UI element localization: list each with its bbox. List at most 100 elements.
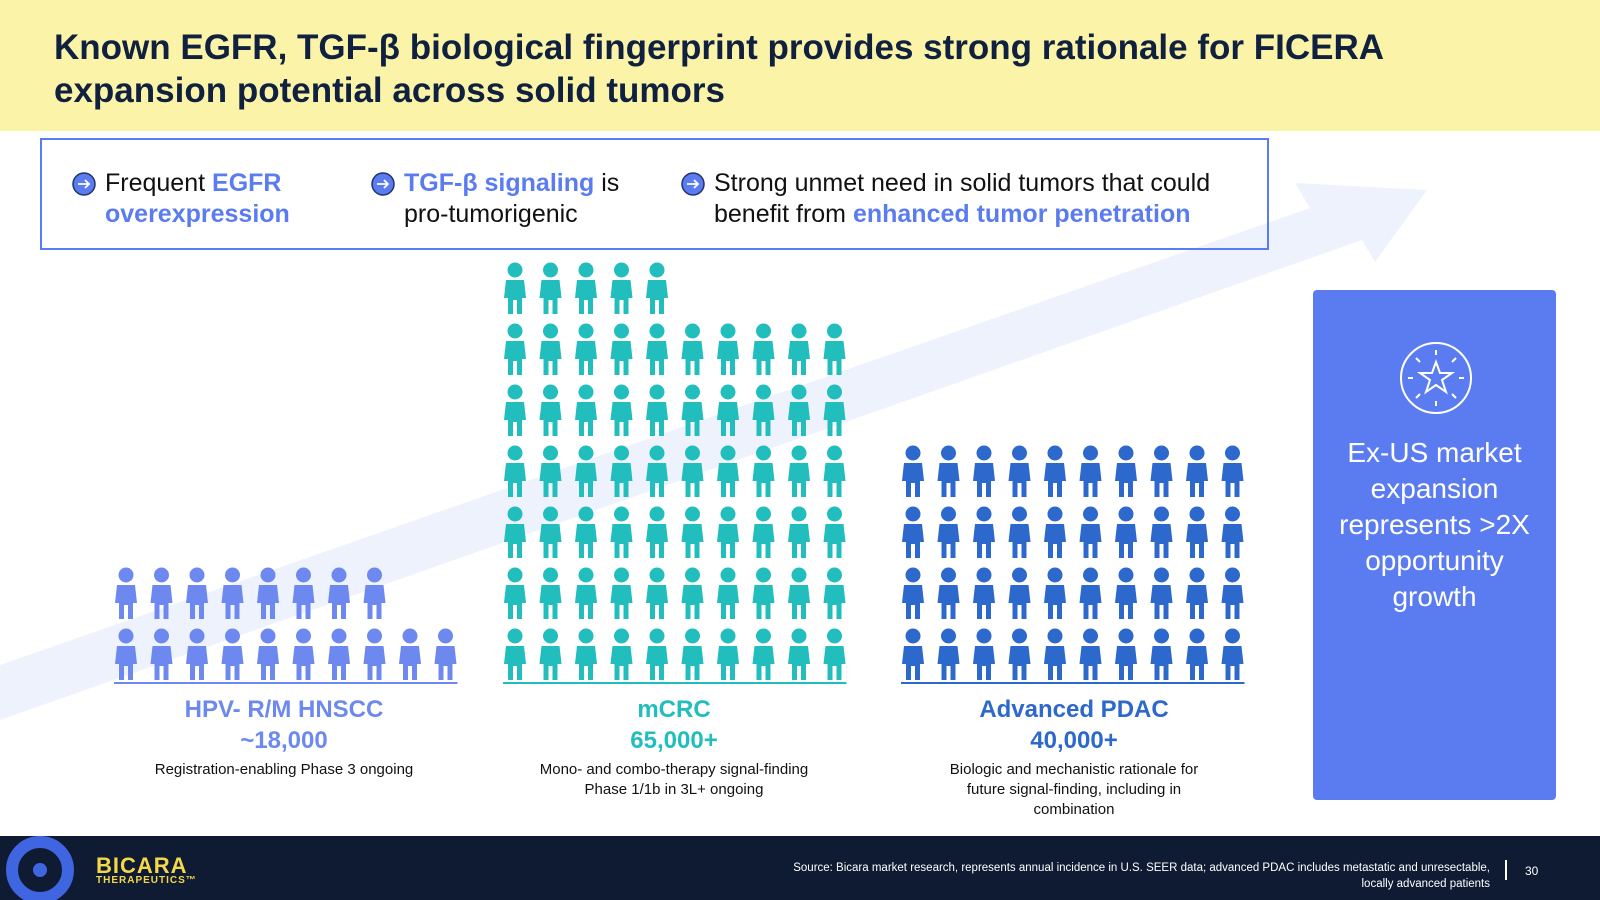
head [827,384,842,400]
head [976,567,992,583]
person-icon [788,628,810,680]
head [1154,506,1169,522]
person-icon [539,628,562,680]
person-icon [539,262,562,314]
body [539,646,562,680]
head [976,445,992,461]
body [752,463,775,497]
page-number: 30 [1525,864,1539,878]
body [186,646,208,680]
group-label: HPV- R/M HNSCC ~18,000 Registration-enabli… [114,694,454,780]
head [791,506,807,522]
head [941,628,956,644]
head [685,567,700,583]
head [685,506,700,522]
body [363,646,386,680]
head [1047,506,1063,522]
body [504,463,526,497]
group-label: Advanced PDAC 40,000+ Biologic and mechani… [904,694,1244,820]
body [539,341,562,375]
person-icon [610,628,633,680]
person-icon [646,445,668,497]
head [296,628,311,644]
head [827,506,842,522]
body [399,646,421,680]
person-icon [539,567,562,619]
body [575,585,597,619]
text: Frequent [105,169,213,197]
bullet: Strong unmet need in solid tumors that c… [681,168,1254,230]
person-icon [1150,567,1173,619]
body [575,280,597,314]
person-icon [150,567,173,619]
person-icon [1115,567,1137,619]
head [649,384,665,400]
person-icon [646,567,668,619]
body [681,524,704,558]
body [504,280,526,314]
body [1150,463,1173,497]
person-icon [575,506,597,558]
head [1012,628,1027,644]
head [507,506,523,522]
body [681,463,704,497]
head [1154,445,1169,461]
person-icon [1221,506,1244,558]
head [941,445,956,461]
head [225,567,240,583]
body [646,646,668,680]
body [1186,585,1208,619]
star-icon [1400,342,1472,414]
body [973,524,995,558]
body [823,341,846,375]
head [827,567,842,583]
head [543,628,558,644]
body [1079,585,1102,619]
head [543,323,558,339]
body [1221,646,1244,680]
person-icon [681,323,704,375]
person-icon [788,506,810,558]
head [118,628,134,644]
body [328,646,350,680]
head [649,628,665,644]
body [504,646,526,680]
person-icon [681,384,704,436]
highlight-text: EGFR overexpression [105,169,290,228]
head [1047,567,1063,583]
body [973,463,995,497]
body [902,463,924,497]
person-icon [221,628,244,680]
head [649,323,665,339]
person-icon [973,445,995,497]
body [717,341,739,375]
person-icon [788,445,810,497]
head [827,628,842,644]
person-icon [937,567,960,619]
head [649,506,665,522]
body [610,280,633,314]
head [1118,567,1134,583]
body [937,524,960,558]
person-icon [973,628,995,680]
person-icon [539,384,562,436]
person-icon [1186,628,1208,680]
body [717,585,739,619]
head [614,384,629,400]
head [507,628,523,644]
body [1008,646,1031,680]
head [1189,628,1205,644]
head [1225,445,1240,461]
person-icon [823,384,846,436]
person-icon [788,384,810,436]
body [717,402,739,436]
body [539,280,562,314]
person-icon [399,628,421,680]
body [575,341,597,375]
head [614,323,629,339]
body [1186,463,1208,497]
head [1083,445,1098,461]
body [257,646,279,680]
body [823,402,846,436]
body [752,341,775,375]
